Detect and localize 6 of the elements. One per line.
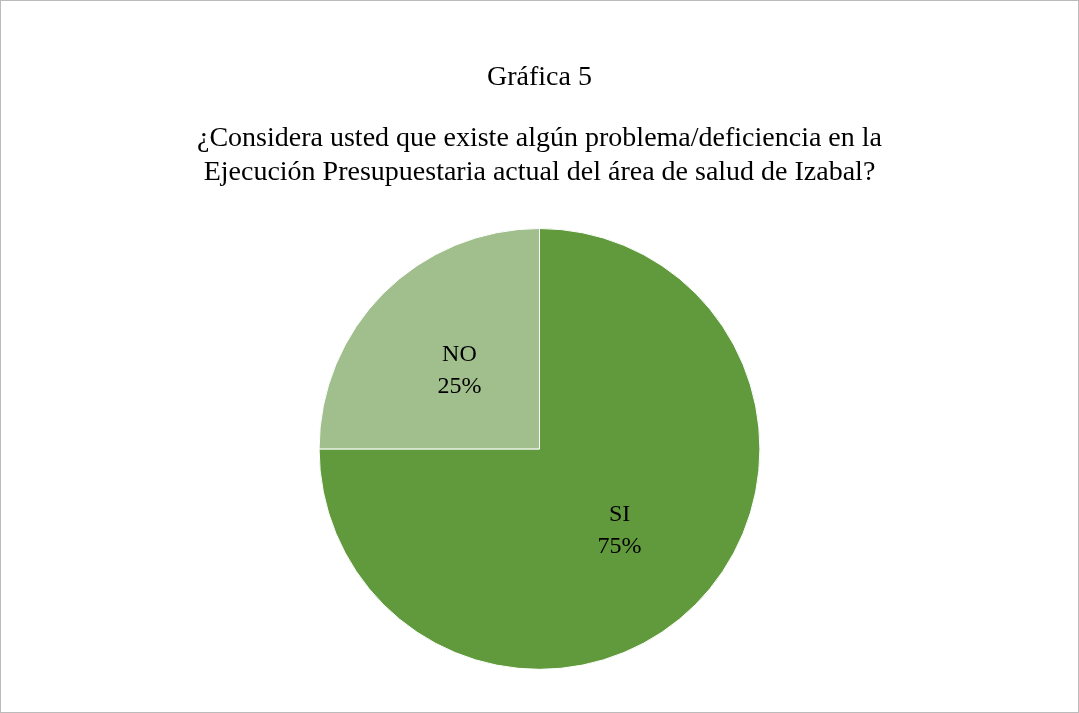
data-label: 25% (437, 371, 482, 398)
chart-title: Gráfica 5 (487, 59, 592, 91)
chart-subtitle: ¿Considera usted que existe algún problema/deficiencia en la Ejecución Presupuestaria actual del área de salud de Izabal? (197, 120, 883, 186)
slice-label: NO (442, 339, 477, 366)
slice-label: SI (608, 499, 631, 526)
data-label: 75% (597, 531, 642, 558)
